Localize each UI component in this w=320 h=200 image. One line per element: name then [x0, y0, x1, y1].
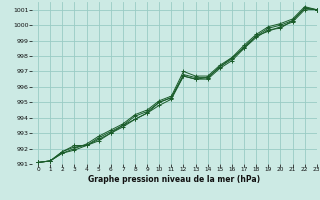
- X-axis label: Graphe pression niveau de la mer (hPa): Graphe pression niveau de la mer (hPa): [88, 175, 260, 184]
